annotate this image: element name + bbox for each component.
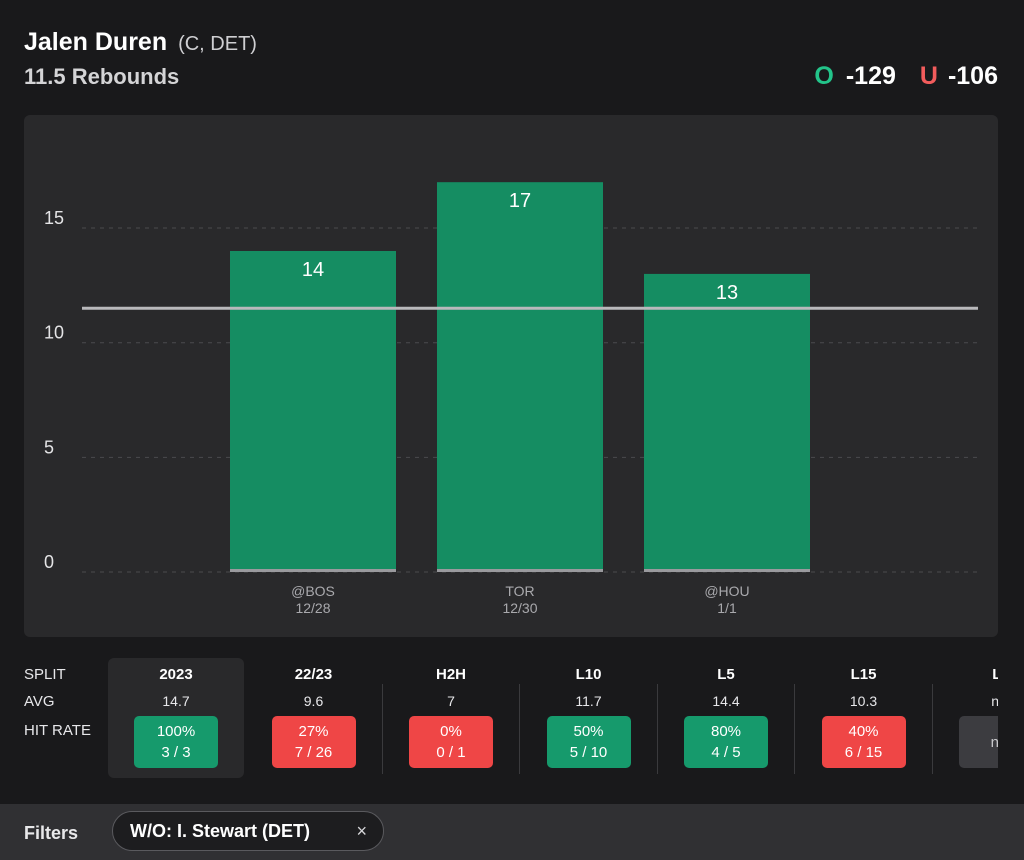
y-tick-label: 0 — [44, 552, 54, 572]
under-odds[interactable]: -106 — [947, 62, 998, 90]
split-avg: 14.7 — [162, 693, 190, 709]
hit-rate-percent: 40% — [848, 723, 879, 740]
column-divider — [381, 684, 383, 774]
avg-row-label: AVG — [24, 693, 55, 710]
odds-display: O -129 U -106 — [814, 62, 998, 91]
header: Jalen Duren (C, DET) 11.5 Rebounds O -12… — [24, 22, 998, 102]
bar-at-bos — [230, 250, 396, 573]
y-tick-label: 10 — [44, 323, 64, 343]
hit-rate-fraction: 7 / 26 — [294, 744, 333, 761]
hit-rate-badge: 0% 0 / 1 — [409, 716, 493, 768]
bar-base — [644, 569, 810, 572]
splits-table: SPLIT AVG HIT RATE 2023 14.7 100% 3 / 3 22/2… — [0, 658, 998, 778]
hit-rate-row-label: HIT RATE — [24, 722, 91, 739]
split-column-l5[interactable]: L5 14.4 80% 4 / 5 — [658, 658, 795, 778]
x-tick-label: @BOS — [291, 583, 335, 599]
split-avg: 9.6 — [303, 693, 324, 709]
bar-value-label: 13 — [716, 282, 738, 304]
hit-rate-fraction: 4 / 5 — [711, 744, 741, 761]
hit-rate-badge: 100% 3 / 3 — [134, 716, 218, 768]
x-tick-date: 12/30 — [502, 600, 537, 616]
close-icon[interactable]: × — [356, 821, 367, 841]
split-column-h2h[interactable]: H2H 7 0% 0 / 1 — [383, 658, 520, 778]
split-label: 2023 — [159, 666, 193, 683]
x-tick-label: TOR — [505, 583, 534, 599]
split-row-label: SPLIT — [24, 666, 66, 683]
hit-rate-percent: 0% — [440, 723, 462, 740]
filter-bar: Filters W/O: I. Stewart (DET) × — [0, 804, 1024, 860]
hit-rate-badge: 27% 7 / 26 — [271, 716, 356, 768]
filters-title: Filters — [24, 823, 79, 843]
split-label: L3 — [992, 666, 998, 683]
bar-value-label: 14 — [302, 259, 324, 281]
split-column-l10[interactable]: L10 11.7 50% 5 / 10 — [521, 658, 658, 778]
split-label: L5 — [717, 666, 735, 683]
split-avg: 7 — [447, 693, 455, 709]
hit-rate-badge: 80% 4 / 5 — [684, 716, 768, 768]
split-label: H2H — [435, 666, 466, 683]
hit-rate-fraction: 5 / 10 — [569, 744, 608, 761]
split-label: L10 — [575, 666, 602, 683]
column-divider — [519, 684, 520, 774]
hit-rate-percent: 27% — [298, 723, 329, 740]
column-divider — [656, 684, 658, 774]
bar-base — [437, 569, 603, 572]
hit-rate-badge: 50% 5 / 10 — [546, 716, 631, 768]
hit-rate-fraction: 0 / 1 — [436, 744, 466, 761]
split-label: 22/23 — [294, 666, 333, 683]
split-column-2023[interactable]: 2023 14.7 100% 3 / 3 — [108, 658, 244, 778]
hit-rate-percent: 80% — [710, 723, 742, 740]
split-column-l15[interactable]: L15 10.3 40% 6 / 15 — [796, 658, 933, 778]
under-label: U — [919, 62, 938, 90]
hit-rate-fraction: 3 / 3 — [161, 744, 191, 761]
hit-rate-badge: 40% 6 / 15 — [821, 716, 906, 768]
player-name: Jalen Duren (C, DET) — [24, 28, 257, 57]
split-column-l3[interactable]: L3 n/a n/a — [933, 658, 998, 778]
filter-chip[interactable]: W/O: I. Stewart (DET) × — [112, 811, 384, 851]
x-tick-date: 1/1 — [717, 600, 737, 616]
split-label: L15 — [850, 666, 877, 683]
hit-rate-percent: n/a — [990, 733, 998, 751]
x-tick-label: @HOU — [704, 583, 749, 599]
x-tick-date: 12/28 — [295, 600, 330, 616]
y-tick-label: 15 — [44, 208, 64, 228]
player-name-text: Jalen Duren — [24, 28, 168, 56]
filter-chip-label: W/O: I. Stewart (DET) — [130, 820, 310, 841]
split-avg: n/a — [991, 693, 998, 709]
split-avg: 11.7 — [575, 693, 602, 709]
prop-line: 11.5 Rebounds — [24, 64, 180, 89]
column-divider — [931, 684, 933, 774]
bar-tor — [437, 182, 603, 572]
hit-rate-percent: 100% — [156, 723, 196, 740]
player-meta: (C, DET) — [178, 33, 257, 55]
hit-rate-fraction: 6 / 15 — [844, 744, 883, 761]
split-avg: 10.3 — [849, 693, 878, 709]
bar-value-label: 17 — [509, 190, 531, 212]
y-tick-label: 5 — [44, 437, 54, 457]
bar-base — [230, 569, 396, 572]
hit-rate-percent: 50% — [573, 723, 604, 740]
hit-rate-badge: n/a — [959, 716, 998, 768]
over-label: O — [814, 62, 834, 90]
bar-at-hou — [644, 273, 810, 572]
column-divider — [794, 684, 795, 774]
split-column-22-23[interactable]: 22/23 9.6 27% 7 / 26 — [246, 658, 383, 778]
over-odds[interactable]: -129 — [845, 62, 896, 90]
split-avg: 14.4 — [712, 693, 740, 709]
rebounds-chart: 0 5 10 15 14 @BOS 12/28 17 TOR 12/30 13 @HOU 1/1 — [24, 115, 998, 637]
